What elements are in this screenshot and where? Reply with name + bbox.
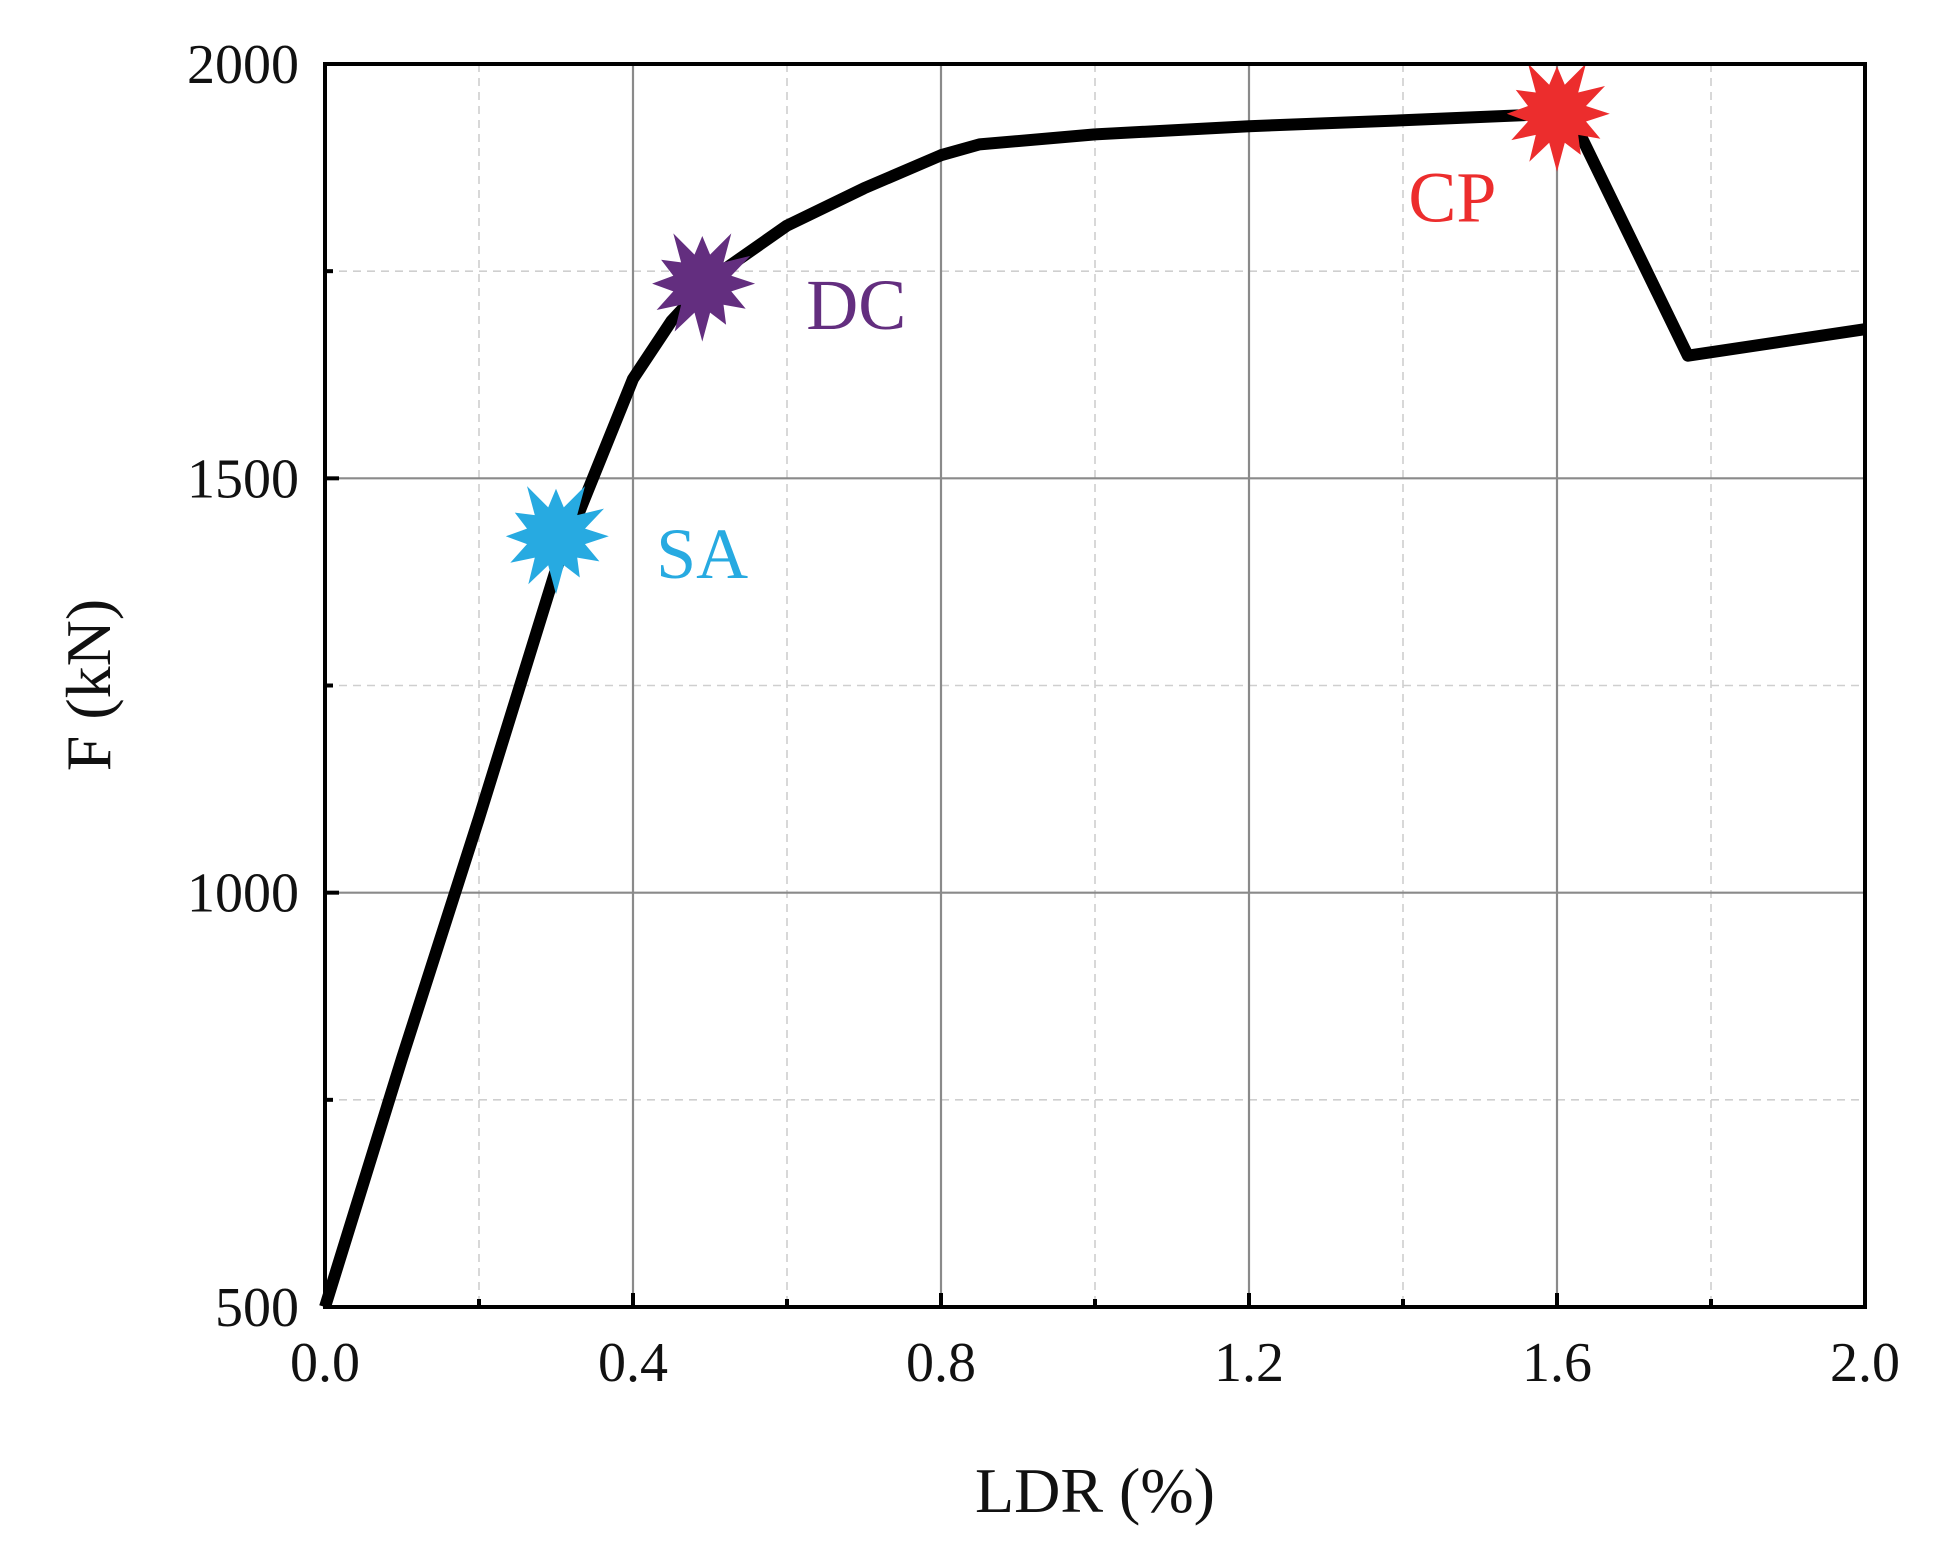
marker-sa — [505, 486, 609, 595]
y-tick-label: 1000 — [187, 863, 299, 925]
x-tick-label: 0.8 — [906, 1332, 976, 1394]
annotations: SA DC CP — [505, 63, 1610, 595]
x-tick-label: 0.4 — [598, 1332, 668, 1394]
y-tick-label: 500 — [215, 1277, 299, 1339]
y-axis-title: F (kN) — [53, 599, 124, 771]
annotation-label-dc: DC — [806, 265, 906, 345]
marker-dc — [652, 233, 756, 342]
x-tick-label: 2.0 — [1830, 1332, 1900, 1394]
annotation-label-sa: SA — [656, 514, 748, 594]
tick-labels: 0.0 0.4 0.8 1.2 1.6 2.0 500 1000 1500 2000 — [187, 34, 1900, 1394]
x-tick-label: 1.2 — [1214, 1332, 1284, 1394]
plot-frame — [323, 62, 1867, 1309]
y-tick-label: 1500 — [187, 448, 299, 510]
y-tick-label: 2000 — [187, 34, 299, 96]
x-tick-label: 1.6 — [1522, 1332, 1592, 1394]
marker-cp — [1506, 63, 1610, 172]
x-axis-title: LDR (%) — [975, 1455, 1215, 1526]
annotation-label-cp: CP — [1408, 157, 1496, 237]
x-tick-label: 0.0 — [290, 1332, 360, 1394]
